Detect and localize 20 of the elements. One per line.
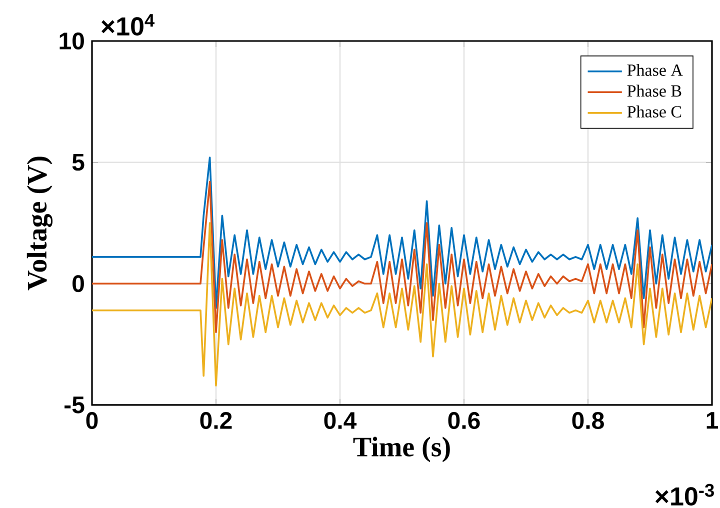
y-axis-title: Voltage (V) — [26, 156, 53, 290]
y-tick-label: 10 — [60, 32, 84, 50]
text: ×10$^{4}$ — [102, 14, 155, 36]
x-tick-label: 0.6 — [448, 412, 480, 430]
legend-label: Phase B — [627, 84, 682, 97]
x-tick-label: 0.4 — [324, 412, 357, 430]
legend-label: Phase A — [627, 64, 683, 76]
text: ×10$^{-3}$ — [655, 484, 714, 506]
x-tick-label: 0.8 — [572, 412, 604, 430]
y-tick-label: -5 — [64, 396, 84, 414]
line-series — [92, 222, 712, 386]
line-series — [92, 180, 712, 334]
x-tick-label: 0 — [86, 412, 98, 430]
x-axis-title: Time (s) — [353, 436, 450, 462]
legend-label: Phase C — [627, 106, 682, 118]
y-tick-label: 5 — [72, 154, 84, 171]
y-tick-label: 0 — [72, 275, 84, 292]
x-tick-label: 0.2 — [200, 412, 232, 430]
line-series — [92, 156, 712, 309]
x-tick-label: 1 — [706, 412, 718, 429]
